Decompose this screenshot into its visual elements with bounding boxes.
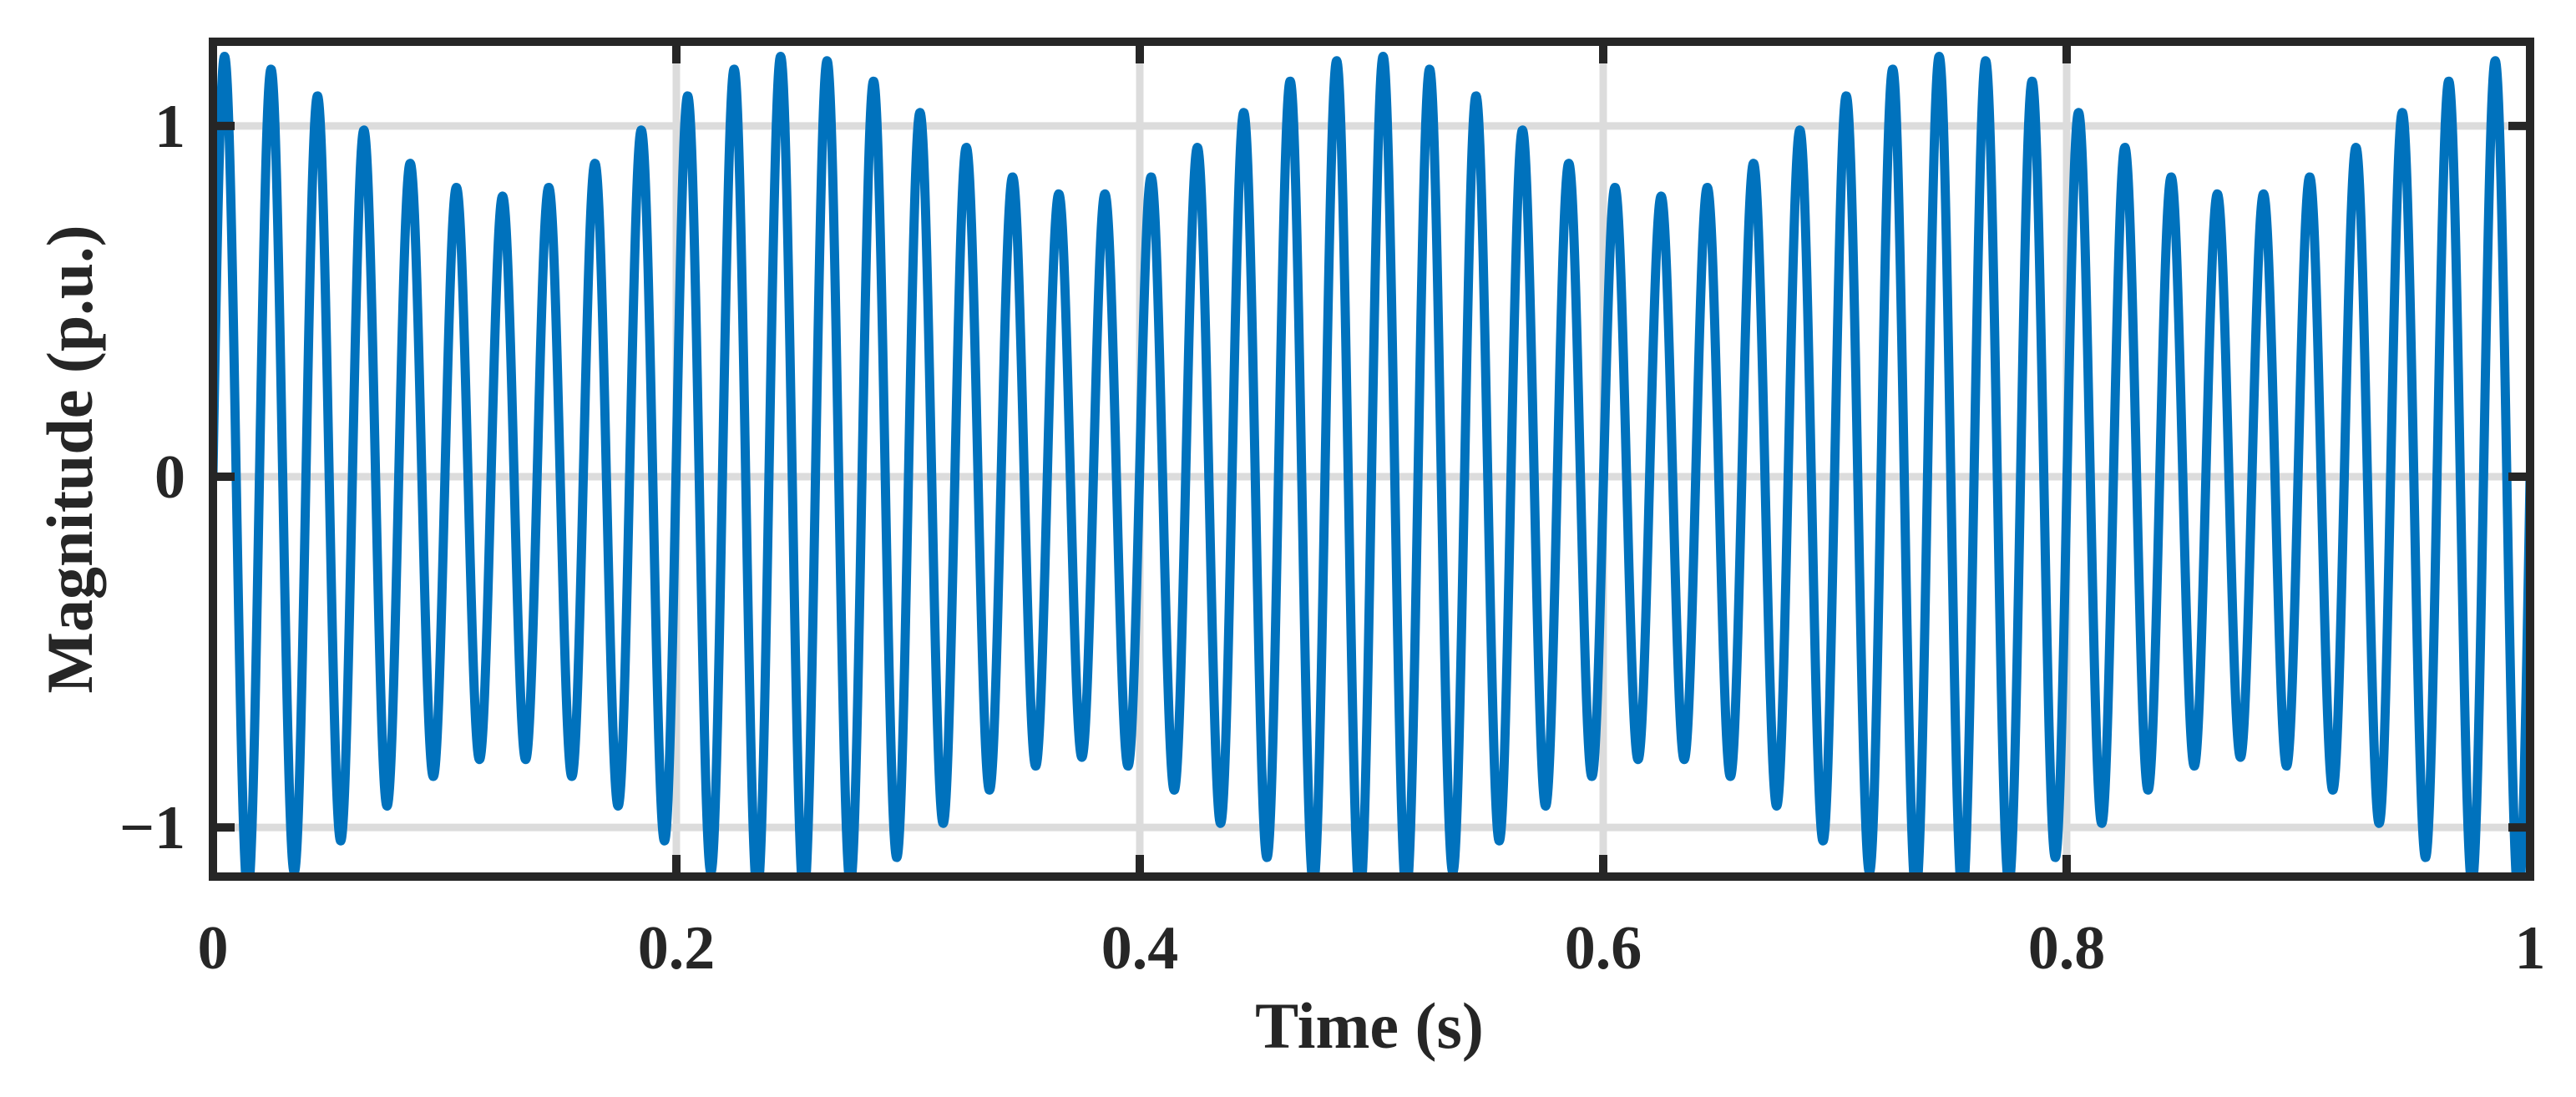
y-tick-labels: −1 0 1 <box>119 93 185 862</box>
x-tick-label: 0.4 <box>1101 914 1179 983</box>
series-group <box>213 51 2530 877</box>
y-axis-label: Magnitude (p.u.) <box>33 225 106 693</box>
series-line <box>213 51 2530 877</box>
x-tick-label: 1 <box>2515 914 2546 983</box>
x-tick-label: 0 <box>198 914 229 983</box>
x-tick-label: 0.6 <box>1565 914 1642 983</box>
x-axis-label: Time (s) <box>1255 989 1484 1062</box>
y-tick-label: −1 <box>119 794 185 862</box>
x-tick-label: 0.8 <box>2028 914 2106 983</box>
x-tick-labels: 0 0.2 0.4 0.6 0.8 1 <box>198 914 2546 983</box>
y-tick-label: 1 <box>154 93 185 161</box>
tick-marks <box>209 42 2534 877</box>
axes-frame <box>209 38 2534 881</box>
y-tick-label: 0 <box>154 443 185 512</box>
x-tick-label: 0.2 <box>638 914 716 983</box>
